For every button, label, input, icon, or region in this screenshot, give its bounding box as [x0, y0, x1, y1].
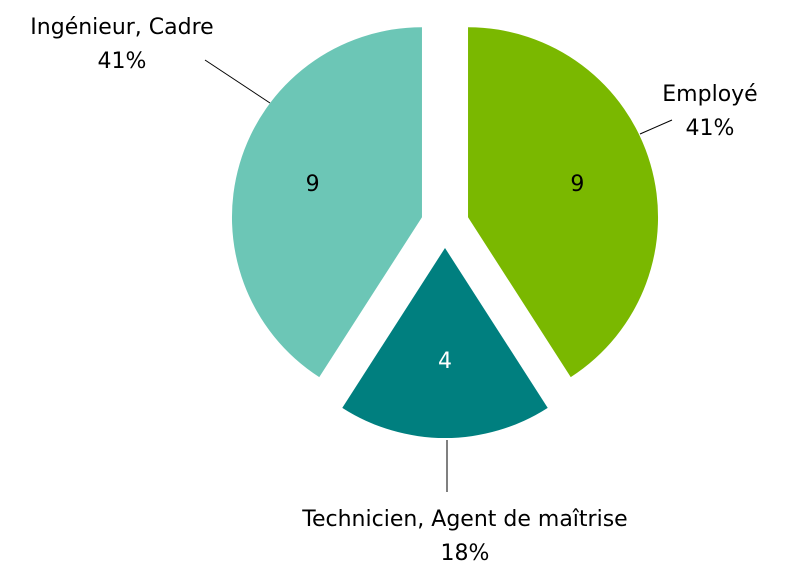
- value-label: 9: [570, 172, 584, 197]
- value-label: 4: [438, 349, 452, 374]
- percent-label: 41%: [98, 49, 147, 74]
- percent-label: 41%: [686, 116, 735, 141]
- percent-label: 18%: [441, 541, 490, 563]
- category-label: Ingénieur, Cadre: [30, 15, 213, 40]
- value-label: 9: [306, 172, 320, 197]
- leader-line: [639, 119, 673, 135]
- pie-slice: [342, 248, 548, 438]
- pie-slice: [468, 27, 659, 378]
- category-label: Employé: [662, 82, 757, 107]
- pie-slice: [231, 27, 422, 378]
- leader-line: [204, 59, 271, 104]
- category-label: Technicien, Agent de maîtrise: [301, 507, 627, 532]
